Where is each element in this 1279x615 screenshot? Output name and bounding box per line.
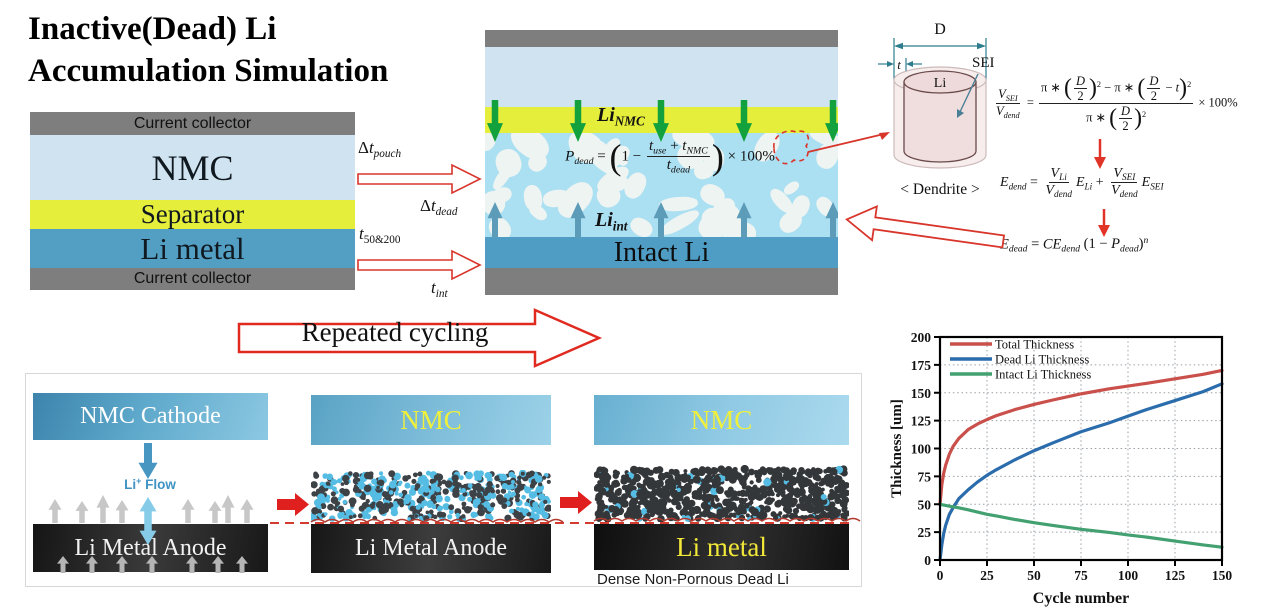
- layer-label: Current collector: [133, 114, 252, 132]
- dead-li-blob: [485, 213, 516, 237]
- current-collector-top-layer: Current collector: [30, 112, 355, 135]
- x-tick-label: 100: [1118, 568, 1139, 583]
- dead-li-blob: [485, 133, 499, 155]
- hollow-arrow-to-cell: [845, 205, 1006, 249]
- page-title-line2: Accumulation Simulation: [28, 53, 389, 89]
- li-nmc-label: LiNMC: [597, 104, 645, 129]
- anode-label: Li Metal Anode: [74, 534, 227, 561]
- y-tick-label: 25: [918, 525, 932, 540]
- panel1-nmc-cathode-bar: NMC Cathode: [33, 393, 268, 440]
- series-total-thickness: [938, 368, 1224, 506]
- panel3-li-metal-bar: Li metal: [594, 524, 849, 570]
- current-collector-bottom-layer: [485, 268, 838, 295]
- red-down-arrow-2: [1098, 209, 1110, 237]
- current-collector-bottom-layer: Current collector: [30, 268, 355, 290]
- li-core: [903, 82, 977, 163]
- dendrite-cylinder-figure: D t Li SEI < Dendrite >: [878, 21, 995, 198]
- y-axis-label: Thickness [um]: [889, 399, 905, 498]
- x-axis-label: Cycle number: [1033, 590, 1129, 607]
- delta-t-pouch-label: Δtpouch: [358, 138, 402, 160]
- x-tick-label: 150: [1212, 568, 1233, 583]
- layer-label: Li metal: [140, 230, 245, 266]
- hollow-arrow-right-2: [357, 249, 482, 281]
- separator-layer: Separator: [30, 199, 355, 229]
- nmc-layer: NMC: [30, 135, 355, 200]
- y-tick-label: 150: [911, 386, 932, 401]
- anode-label: Li metal: [676, 531, 767, 562]
- layer-label: Separator: [140, 199, 245, 229]
- anode-label: Li Metal Anode: [355, 535, 507, 561]
- li-metal-layer: Li metal: [30, 229, 355, 268]
- panel2-li-anode-bar: Li Metal Anode: [311, 524, 551, 573]
- x-tick-label: 25: [980, 568, 994, 583]
- cathode-label: NMC: [690, 404, 753, 435]
- t-int-label: tint: [431, 278, 448, 300]
- edead-equation: Edead = CEdend (1 − Pdead) n: [1000, 235, 1149, 255]
- dense-dead-li-caption: Dense Non-Pornous Dead Li: [597, 571, 789, 588]
- series-intact-li-thickness: [938, 502, 1224, 549]
- legend-label: Total Thickness: [995, 338, 1074, 352]
- cathode-label: NMC Cathode: [80, 403, 221, 429]
- sei-label: SEI: [972, 55, 995, 71]
- dendrite-caption: < Dendrite >: [900, 181, 979, 198]
- layer-label: Current collector: [133, 270, 252, 287]
- t-50-200-label: t50&200: [359, 224, 401, 246]
- page-title: Inactive(Dead) Li Accumulation Simulatio…: [28, 8, 388, 92]
- sei-thickness-label: t: [897, 57, 901, 72]
- intact-li-label: Intact Li: [613, 236, 710, 268]
- nmc-layer: [485, 47, 838, 107]
- x-tick-label: 125: [1165, 568, 1186, 583]
- diameter-label: D: [934, 21, 946, 38]
- panel1-li-anode-bar: Li Metal Anode: [33, 524, 268, 572]
- y-tick-label: 100: [911, 442, 932, 457]
- dead-li-blob: [813, 193, 838, 220]
- repeated-cycling-label: Repeated cycling: [301, 317, 489, 347]
- intact-li-layer: Intact Li: [485, 237, 838, 268]
- sei-pointer-arrowhead: [957, 109, 964, 118]
- pristine-cell-diagram: Current collector NMC Separator Li metal…: [30, 112, 355, 290]
- hollow-arrow-right-1: [357, 163, 482, 195]
- series-dead-li-thickness: [938, 382, 1224, 562]
- dead-li-blob: [657, 206, 702, 237]
- x-tick-label: 0: [937, 568, 944, 583]
- edend-equation: Edend = VLi Vdend ELi + VSEI Vdend ESEI: [1000, 166, 1164, 200]
- x-tick-label: 50: [1027, 568, 1041, 583]
- page-title-line1: Inactive(Dead) Li: [28, 11, 277, 47]
- y-tick-label: 125: [911, 414, 932, 429]
- red-down-arrow-1: [1094, 139, 1106, 169]
- panel2-nmc-cathode-bar: NMC: [311, 395, 551, 445]
- y-tick-label: 50: [918, 497, 932, 512]
- vsei-ratio-equation: VSEI Vdend = π ∗ (D 2) 2 − π ∗ (D 2 − t) 2 π ∗…: [996, 74, 1238, 133]
- y-tick-label: 200: [911, 330, 932, 345]
- y-tick-label: 175: [911, 358, 932, 373]
- separator-layer: [485, 107, 838, 133]
- legend-label: Intact Li Thickness: [995, 368, 1091, 382]
- p-dead-equation: Pdead = (1 − tuse + tNMC tdead) × 100%: [565, 136, 775, 177]
- panel3-nmc-cathode-bar: NMC: [594, 395, 849, 445]
- thickness-chart: 0 25 50 75 100 125 150 0 25 50 75 100 125 150 175 200 Cy…: [889, 330, 1233, 607]
- y-tick-label: 75: [918, 469, 932, 484]
- dead-li-blob: [627, 214, 657, 237]
- legend-label: Dead Li Thickness: [995, 353, 1089, 367]
- li-core-label: Li: [934, 76, 947, 91]
- cathode-label: NMC: [400, 404, 462, 435]
- current-collector-top-layer: [485, 30, 838, 47]
- x-tick-label: 75: [1074, 568, 1088, 583]
- y-tick-label: 0: [924, 553, 931, 568]
- delta-t-dead-label: Δtdead: [420, 196, 458, 218]
- li-flow-label: Li+ Flow: [124, 476, 176, 492]
- li-int-label: Liint: [595, 209, 628, 234]
- layer-label: NMC: [151, 147, 234, 188]
